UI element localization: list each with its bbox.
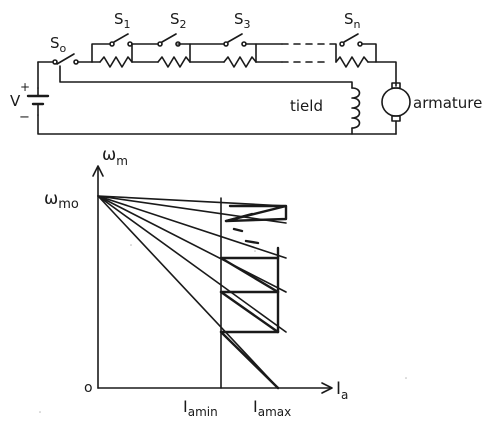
y-tick-label: ωmo [44,189,79,212]
switch-sn-label: Sn [344,10,361,31]
speed-current-graph: ωm ωmo o Ia Iamin Iamax [44,145,348,419]
characteristic-line [97,195,279,389]
field-winding [351,87,361,135]
battery-symbol [26,87,50,116]
step-segment [219,256,280,294]
resistor-r1 [99,56,133,68]
x-tick-min-label: Iamin [183,397,218,419]
y-axis-label: ωm [102,145,128,168]
characteristic-line [97,195,287,333]
speed-current-lines [97,195,287,389]
switch-s0-label: So [50,34,67,55]
x-axis-label: Ia [336,379,348,402]
switch-s3 [223,33,247,47]
resistor-chain [91,56,397,87]
resistor-rn [335,56,369,68]
step-dash [232,227,244,233]
step-segment [219,290,280,334]
characteristic-line [97,195,287,224]
characteristic-line [97,195,287,259]
x-axis-arrow [321,382,333,394]
characteristic-line [97,195,287,293]
x-tick-max-label: Iamax [253,397,291,419]
source-label: V [10,92,21,110]
source-plus-sign: + [20,80,30,94]
switch-s0 [52,53,79,65]
switch-sn [339,33,363,47]
resistor-r2 [157,56,191,68]
origin-label: o [84,380,93,396]
bypass-rail [91,43,377,63]
wire-s0-to-field [59,65,353,89]
characteristic-line [97,195,287,207]
switch-s2-label: S2 [170,10,187,31]
step-segment [219,330,280,390]
scan-noise [39,244,407,413]
switch-s1-label: S1 [114,10,131,31]
wire-left-bottom [37,114,397,135]
step-dash [244,239,260,245]
step-zigzag [224,212,254,223]
armature-label: armature [413,94,482,112]
circuit-diagram: V + − So [10,10,482,135]
resistor-r3 [223,56,257,68]
armature-motor [381,82,411,135]
switch-s2 [157,33,181,47]
y-axis-arrow [92,165,104,177]
switch-s1 [109,33,133,47]
switch-s3-label: S3 [234,10,251,31]
field-label: tield [290,97,323,115]
acceleration-staircase [219,204,288,390]
source-minus-sign: − [19,110,30,125]
